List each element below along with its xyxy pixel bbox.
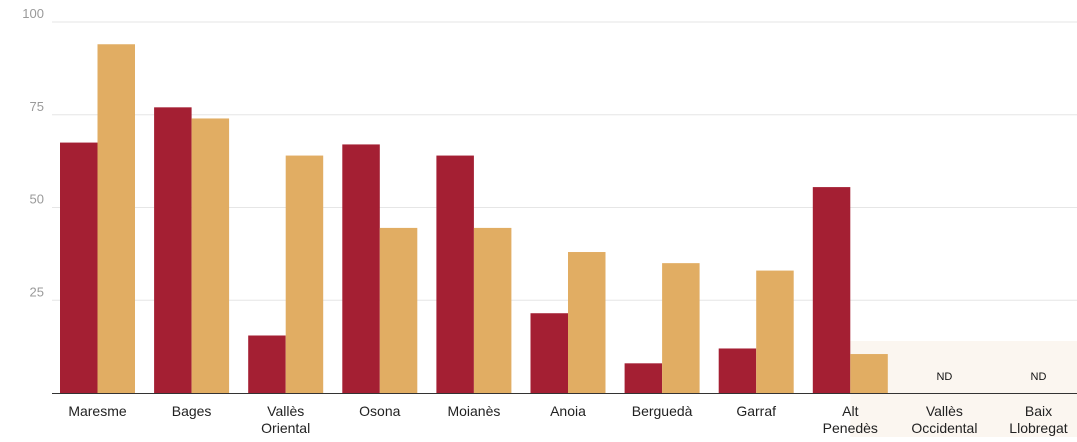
x-tick-label-line: Oriental	[261, 420, 310, 436]
x-tick-label-line: Alt	[842, 403, 858, 419]
x-tick-label-line: Bages	[172, 403, 212, 419]
bar	[850, 354, 888, 393]
x-tick-label-line: Vallès	[267, 403, 304, 419]
x-tick-label: Berguedà	[632, 403, 693, 419]
x-tick-label: Maresme	[68, 403, 127, 419]
x-tick-label-line: Penedès	[823, 420, 878, 436]
x-tick-label-line: Llobregat	[1009, 420, 1067, 436]
x-tick-label: Moianès	[447, 403, 500, 419]
x-tick-label: Anoia	[550, 403, 586, 419]
bar	[436, 155, 474, 393]
missing-data-label: ND	[936, 371, 952, 383]
bar	[530, 313, 568, 393]
x-tick-label: Vallès Oriental	[261, 403, 310, 436]
x-tick-label: Osona	[359, 403, 400, 419]
x-tick-label-line: Garraf	[736, 403, 776, 419]
bar	[154, 107, 192, 393]
highlight-layer	[850, 341, 1077, 437]
bar	[191, 118, 230, 394]
missing-data-label: ND	[1031, 371, 1047, 383]
x-tick-label-line: Anoia	[550, 403, 586, 419]
y-tick-label: 50	[30, 192, 44, 207]
x-tick-label-line: Vallès	[926, 403, 963, 419]
bar	[342, 144, 380, 393]
y-tick-label: 100	[22, 6, 44, 21]
bar	[248, 335, 286, 393]
x-tick-label-line: Osona	[359, 403, 400, 419]
bar	[662, 263, 700, 393]
bar	[285, 155, 324, 393]
x-tick-label-line: Maresme	[68, 403, 127, 419]
x-tick-label: Baix Llobregat	[1009, 403, 1067, 436]
bar	[60, 142, 98, 393]
bar	[473, 227, 512, 393]
x-tick-label-line: Berguedà	[632, 403, 693, 419]
bar	[812, 187, 851, 393]
x-tick-label: Bages	[172, 403, 212, 419]
x-tick-label: Vallès Occidental	[911, 403, 977, 436]
highlight-region	[850, 341, 1077, 437]
y-tick-label: 25	[30, 284, 44, 299]
bar	[718, 348, 757, 393]
x-tick-label-line: Occidental	[911, 420, 977, 436]
x-tick-label-line: Baix	[1025, 403, 1052, 419]
x-tick-label: Garraf	[736, 403, 776, 419]
x-tick-label: Alt Penedès	[823, 403, 878, 436]
bar	[624, 363, 663, 393]
bar	[97, 44, 135, 393]
bar	[756, 270, 794, 393]
x-tick-label-line: Moianès	[447, 403, 500, 419]
bar	[568, 252, 606, 393]
bars	[60, 44, 888, 394]
y-tick-label: 75	[30, 99, 44, 114]
bar	[379, 227, 418, 393]
